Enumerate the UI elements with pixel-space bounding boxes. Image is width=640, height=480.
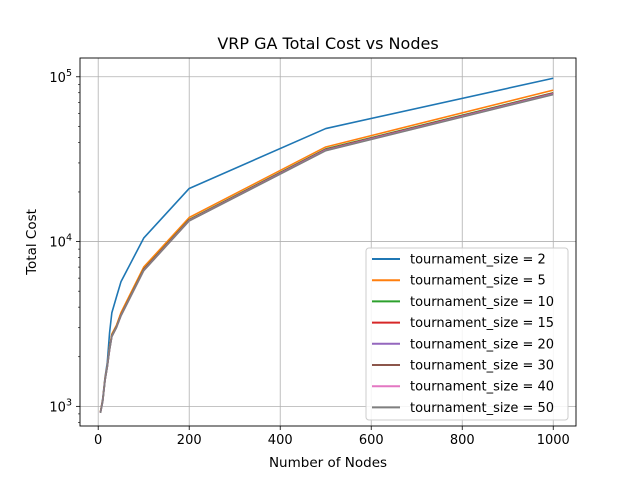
y-tick-label: 104 — [49, 233, 72, 251]
legend-label: tournament_size = 50 — [410, 401, 554, 416]
legend-label: tournament_size = 15 — [410, 316, 554, 331]
legend-label: tournament_size = 20 — [410, 337, 554, 352]
x-tick-label: 0 — [94, 433, 102, 448]
series-line-7 — [99, 93, 554, 414]
legend-label: tournament_size = 30 — [410, 359, 554, 374]
x-tick-label: 200 — [177, 433, 202, 448]
y-tick-label: 105 — [49, 68, 72, 86]
x-tick-label: 800 — [450, 433, 475, 448]
axis-ticks: 0 200 400 600 800 1000 103 104 105 — [49, 68, 569, 448]
plot-frame — [79, 57, 577, 427]
grid — [80, 58, 576, 426]
legend-label: tournament_size = 40 — [410, 380, 554, 395]
x-axis-title: Number of Nodes — [269, 455, 387, 471]
x-tick-label: 600 — [359, 433, 384, 448]
legend-label: tournament_size = 2 — [410, 253, 546, 268]
y-axis-title: Total Cost — [24, 209, 40, 276]
chart-title: VRP GA Total Cost vs Nodes — [217, 34, 438, 53]
y-tick-label: 103 — [49, 397, 72, 415]
legend: tournament_size = 2 tournament_size = 5 to… — [365, 247, 569, 421]
x-tick-label: 1000 — [537, 433, 570, 448]
legend-box — [365, 247, 569, 421]
x-tick-label: 400 — [268, 433, 293, 448]
legend-label: tournament_size = 10 — [410, 295, 554, 310]
series-lines — [99, 77, 554, 414]
legend-label: tournament_size = 5 — [410, 274, 546, 289]
